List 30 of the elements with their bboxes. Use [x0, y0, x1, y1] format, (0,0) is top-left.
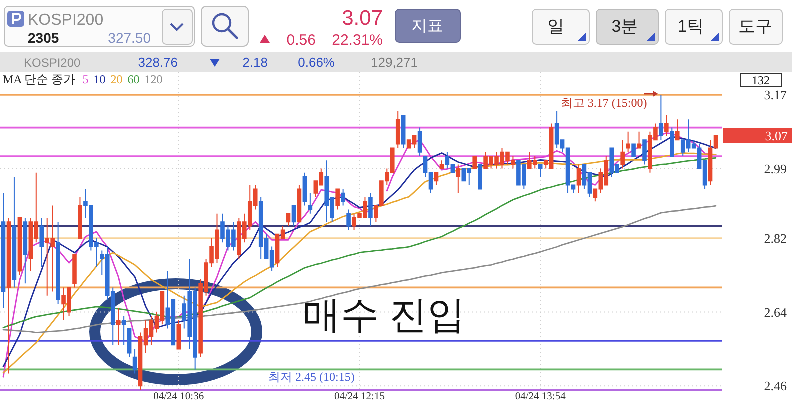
y-tick-label: 3.17	[764, 88, 788, 102]
annotation: 최저 2.45 (10:15)	[268, 370, 355, 384]
text: KOSPI200	[24, 56, 82, 70]
text: KOSPI200	[28, 12, 104, 29]
x-tick-label: 04/24 13:54	[515, 392, 567, 400]
annotation: 최고 3.17 (15:00)	[560, 96, 648, 110]
count-box: 132	[740, 73, 782, 88]
text: 22.31%	[332, 32, 383, 49]
text: 2.18	[242, 55, 268, 70]
text: 328.76	[138, 55, 178, 70]
text: 0.66%	[298, 55, 336, 70]
y-tick-label: 2.82	[764, 231, 787, 246]
x-tick-label: 04/24 12:15	[334, 392, 385, 400]
legend: MA 단순 종가 5 10 20 60 120	[3, 72, 163, 86]
button: 3분	[596, 9, 659, 45]
text: 129,271	[371, 55, 418, 70]
y-tick-label: 2.99	[764, 161, 787, 176]
text: 0.56	[286, 32, 316, 49]
y-tick-label: 2.46	[764, 378, 788, 394]
text: 3.07	[342, 7, 383, 30]
annotation: 매수 진입	[303, 295, 466, 337]
button: 지표	[395, 9, 461, 43]
current-price-box: 3.07	[723, 128, 792, 144]
button: 일	[532, 9, 590, 45]
text: 327.50	[108, 30, 152, 46]
x-tick-label: 04/24 10:36	[154, 392, 204, 400]
y-tick-label: 2.64	[764, 304, 788, 320]
text: 2305	[28, 30, 60, 46]
button: 1틱	[665, 9, 723, 45]
button: 도구	[729, 9, 783, 45]
